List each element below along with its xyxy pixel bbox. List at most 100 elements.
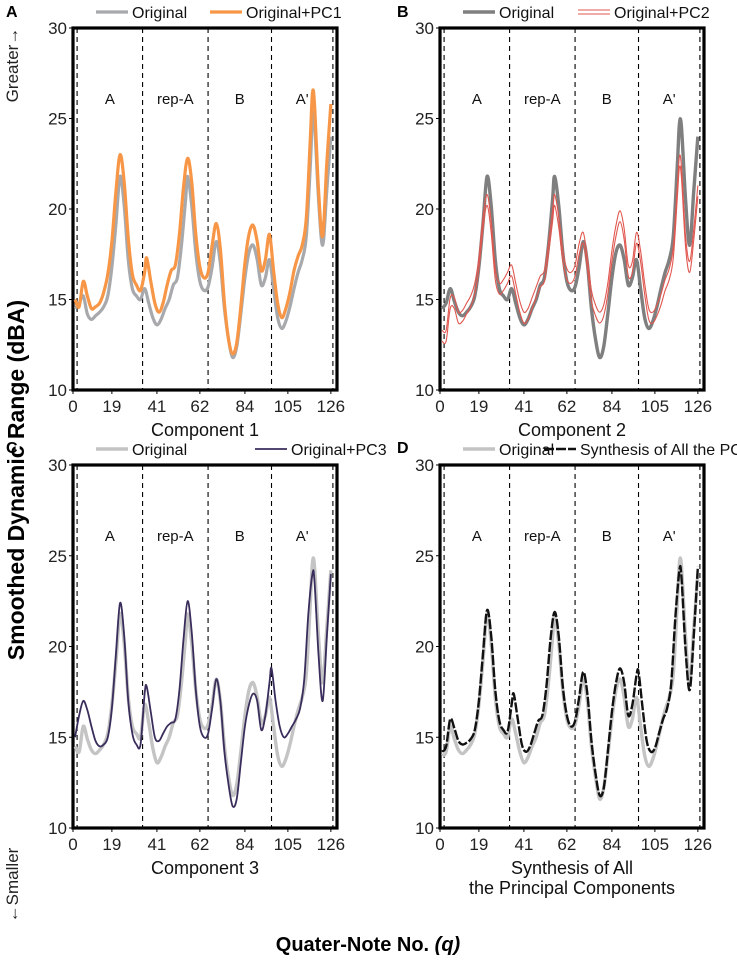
y-tick-label: 25: [415, 547, 434, 566]
x-tick-label: 62: [557, 835, 576, 854]
x-tick-label: 0: [435, 835, 444, 854]
x-axis-title-main: Quater-Note No.: [276, 934, 429, 956]
x-tick-label: 84: [602, 397, 621, 416]
y-tick-label: 15: [415, 728, 434, 747]
x-tick-label: 126: [684, 397, 712, 416]
y-tick-label: 25: [415, 110, 434, 129]
x-axis-title-var: (q): [435, 934, 461, 956]
panel-letter: B: [397, 4, 409, 21]
x-tick-label: 41: [514, 397, 533, 416]
section-label: B: [602, 91, 612, 108]
y-tick-label: 30: [415, 19, 434, 38]
x-tick-label: 41: [147, 397, 166, 416]
section-label: A': [663, 91, 676, 108]
legend-label-0: Original: [499, 5, 554, 22]
x-axis-label: Component 3: [151, 858, 259, 878]
plot-frame: [71, 463, 339, 830]
x-tick-label: 105: [274, 835, 302, 854]
series-line-1: [441, 154, 699, 334]
y-tick-label: 10: [48, 381, 67, 400]
x-tick-label: 19: [102, 397, 121, 416]
legend-label-1: Synthesis of All the PCs: [580, 442, 737, 459]
section-label: rep-A: [157, 528, 194, 545]
legend-label-0: Original: [132, 5, 187, 22]
x-tick-label: 126: [317, 835, 345, 854]
section-label: rep-A: [524, 91, 561, 108]
x-tick-label: 126: [684, 835, 712, 854]
series-line-1-b: [441, 165, 699, 345]
section-label: A': [663, 528, 676, 545]
x-tick-label: 19: [469, 397, 488, 416]
section-label: rep-A: [157, 91, 194, 108]
x-tick-label: 0: [68, 835, 77, 854]
x-tick-label: 62: [190, 835, 209, 854]
y-tick-label: 10: [48, 819, 67, 838]
y-tick-label: 30: [48, 19, 67, 38]
panel-a: A Original Original+PC1 10 15 20 25 30 0 19 41 62 84…: [6, 4, 345, 440]
x-axis-label-line2: the Principal Components: [469, 878, 675, 898]
y-tick-label: 20: [415, 200, 434, 219]
x-tick-label: 0: [68, 397, 77, 416]
x-tick-label: 84: [235, 835, 254, 854]
y-tick-label: 15: [48, 291, 67, 310]
x-tick-label: 62: [190, 397, 209, 416]
y-tick-label: 15: [415, 291, 434, 310]
legend-label-1: Original+PC1: [246, 5, 342, 22]
legend-label-1: Original+PC2: [614, 5, 710, 22]
x-tick-label: 19: [469, 835, 488, 854]
section-label: A: [472, 91, 482, 108]
x-tick-label: 19: [102, 835, 121, 854]
x-axis-label: Synthesis of All: [511, 858, 633, 878]
x-tick-label: 105: [641, 835, 669, 854]
y-tick-label: 30: [48, 456, 67, 475]
series-line-1: [441, 564, 700, 798]
panel-letter: A: [6, 4, 18, 21]
x-axis-label: Component 2: [518, 420, 626, 440]
panel-c: C Original Original+PC3 10 15 20 25 30 0 19 41 62 84…: [6, 440, 387, 878]
legend-label-0: Original: [499, 442, 554, 459]
y-tick-label: 20: [48, 638, 67, 657]
x-tick-label: 62: [557, 397, 576, 416]
series-line-1: [73, 88, 333, 356]
y-tick-label: 10: [415, 381, 434, 400]
section-label: A': [296, 528, 309, 545]
plot-frame: [71, 26, 339, 392]
x-tick-label: 105: [641, 397, 669, 416]
x-tick-label: 41: [147, 835, 166, 854]
panel-d: D Original Synthesis of All the PCs 10 15 20 2…: [397, 440, 737, 898]
series-line-0: [73, 111, 333, 360]
x-tick-label: 105: [274, 397, 302, 416]
y-tick-label: 25: [48, 110, 67, 129]
section-label: B: [235, 528, 245, 545]
x-tick-label: 84: [602, 835, 621, 854]
plot-frame: [438, 26, 706, 392]
series-line-0: [440, 117, 700, 360]
greater-label: Greater→: [3, 28, 22, 103]
panel-letter: C: [6, 440, 18, 457]
legend-label-0: Original: [132, 442, 187, 459]
section-label: A: [105, 91, 115, 108]
section-label: B: [602, 528, 612, 545]
y-tick-label: 10: [415, 819, 434, 838]
y-axis-title: Smoothed Dynamic Range (dBA): [3, 300, 29, 660]
y-tick-label: 25: [48, 547, 67, 566]
x-tick-label: 126: [317, 397, 345, 416]
series-line-1: [74, 569, 332, 809]
y-tick-label: 15: [48, 728, 67, 747]
y-tick-label: 20: [48, 200, 67, 219]
section-label: rep-A: [524, 528, 561, 545]
panel-b: B Original Original+PC2 10 15 20 25 30 0 19 41 62 84…: [397, 4, 712, 440]
x-tick-label: 84: [235, 397, 254, 416]
legend-label-1: Original+PC3: [291, 442, 387, 459]
x-axis-label: Component 1: [151, 420, 259, 440]
y-tick-label: 20: [415, 638, 434, 657]
x-tick-label: 41: [514, 835, 533, 854]
section-label: A: [472, 528, 482, 545]
panel-letter: D: [397, 440, 409, 457]
x-tick-label: 0: [435, 397, 444, 416]
y-tick-label: 30: [415, 456, 434, 475]
smaller-label: ←Smaller: [3, 847, 22, 922]
section-label: A': [296, 91, 309, 108]
x-axis-title: Quater-Note No. (q): [276, 934, 461, 956]
